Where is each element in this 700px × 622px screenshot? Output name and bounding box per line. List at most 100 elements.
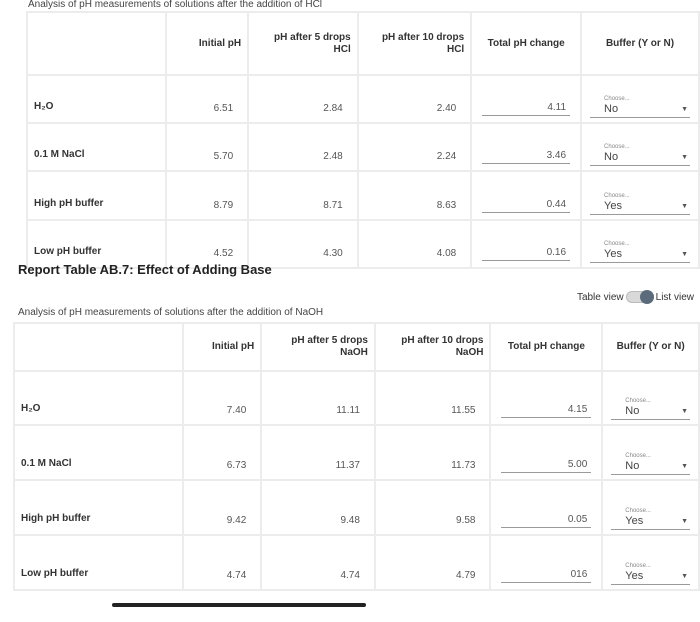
total-ph-change-input[interactable]: 0.44 <box>482 199 571 213</box>
header-buffer: Buffer (Y or N) <box>603 324 698 370</box>
chevron-down-icon: ▼ <box>681 105 688 113</box>
buffer-select-value: Yes <box>625 570 644 582</box>
after-5-value: 9.48 <box>262 481 374 534</box>
after-10-value: 8.63 <box>358 172 471 219</box>
toggle-switch-icon[interactable] <box>625 290 654 304</box>
table2-caption: Analysis of pH measurements of solutions… <box>18 307 324 318</box>
initial-ph-value: 6.73 <box>183 426 261 479</box>
buffer-select[interactable]: No ▼ <box>611 460 690 475</box>
home-indicator <box>112 603 366 607</box>
choose-hint: Choose... <box>625 563 651 569</box>
chevron-down-icon: ▼ <box>681 407 688 415</box>
after-5-value: 8.71 <box>249 172 357 219</box>
buffer-select-value: No <box>604 103 619 115</box>
after-10-value: 2.40 <box>358 76 471 122</box>
solution-label: H₂O <box>28 76 165 122</box>
initial-ph-value: 7.40 <box>183 372 261 424</box>
after-5-value: 2.48 <box>249 124 357 170</box>
total-ph-change-input[interactable]: 4.15 <box>501 404 592 418</box>
view-toggle[interactable]: Table view List view <box>576 290 694 304</box>
total-ph-change-input[interactable]: 0.05 <box>501 514 592 528</box>
after-5-value: 11.11 <box>262 372 374 424</box>
buffer-select[interactable]: No ▼ <box>590 103 690 118</box>
initial-ph-value: 9.42 <box>183 481 261 534</box>
total-ph-change-input[interactable]: 0.16 <box>482 247 571 261</box>
initial-ph-value: 4.74 <box>183 536 261 589</box>
buffer-select-value: No <box>625 460 640 472</box>
buffer-select[interactable]: Yes ▼ <box>590 248 690 263</box>
header-after-10-drops: pH after 10 drops HCl <box>358 13 471 74</box>
naoh-results-table: Initial pH pH after 5 drops NaOH pH after… <box>13 322 700 591</box>
table-row: H₂O 6.51 2.84 2.40 4.11 Choose... No ▼ <box>28 76 698 122</box>
chevron-down-icon: ▼ <box>681 462 688 470</box>
total-ph-change-input[interactable]: 4.11 <box>482 102 571 116</box>
chevron-down-icon: ▼ <box>681 202 688 210</box>
after-10-value: 2.24 <box>358 124 471 170</box>
buffer-select[interactable]: No ▼ <box>611 405 690 420</box>
hcl-results-table: Initial pH pH after 5 drops HCl pH after … <box>26 11 700 269</box>
solution-label: Low pH buffer <box>28 221 165 267</box>
solution-label: High pH buffer <box>28 172 165 219</box>
total-ph-change-input[interactable]: 016 <box>501 569 592 583</box>
initial-ph-value: 6.51 <box>166 76 248 122</box>
header-solution <box>28 13 165 74</box>
initial-ph-value: 8.79 <box>166 172 248 219</box>
header-after-5-drops: pH after 5 drops HCl <box>249 13 357 74</box>
after-10-value: 11.55 <box>375 372 490 424</box>
choose-hint: Choose... <box>604 193 630 199</box>
table-header-row: Initial pH pH after 5 drops HCl pH after … <box>28 13 698 74</box>
total-ph-change-input[interactable]: 5.00 <box>501 459 592 473</box>
after-5-value: 4.74 <box>262 536 374 589</box>
after-10-value: 4.79 <box>375 536 490 589</box>
initial-ph-value: 5.70 <box>166 124 248 170</box>
header-initial-ph: Initial pH <box>166 13 248 74</box>
buffer-select-value: Yes <box>625 515 644 527</box>
header-after-10-drops: pH after 10 drops NaOH <box>375 324 490 370</box>
buffer-select[interactable]: Yes ▼ <box>611 570 690 585</box>
table-row: H₂O 7.40 11.11 11.55 4.15 Choose... No ▼ <box>15 372 698 424</box>
table-row: High pH buffer 8.79 8.71 8.63 0.44 Choos… <box>28 172 698 219</box>
solution-label: Low pH buffer <box>15 536 182 589</box>
buffer-select-value: No <box>625 405 640 417</box>
table-row: Low pH buffer 4.52 4.30 4.08 0.16 Choose… <box>28 221 698 267</box>
header-total-ph-change: Total pH change <box>472 13 581 74</box>
after-10-value: 4.08 <box>358 221 471 267</box>
after-5-value: 2.84 <box>249 76 357 122</box>
after-5-value: 11.37 <box>262 426 374 479</box>
choose-hint: Choose... <box>625 453 651 459</box>
table-row: High pH buffer 9.42 9.48 9.58 0.05 Choos… <box>15 481 698 534</box>
solution-label: High pH buffer <box>15 481 182 534</box>
buffer-select[interactable]: No ▼ <box>590 151 690 166</box>
header-buffer: Buffer (Y or N) <box>582 13 698 74</box>
after-5-value: 4.30 <box>249 221 357 267</box>
table-header-row: Initial pH pH after 5 drops NaOH pH after… <box>15 324 698 370</box>
header-after-5-drops: pH after 5 drops NaOH <box>262 324 374 370</box>
header-initial-ph: Initial pH <box>183 324 261 370</box>
chevron-down-icon: ▼ <box>681 517 688 525</box>
initial-ph-value: 4.52 <box>166 221 248 267</box>
chevron-down-icon: ▼ <box>681 153 688 161</box>
buffer-select[interactable]: Yes ▼ <box>590 200 690 215</box>
table-row: 0.1 M NaCl 6.73 11.37 11.73 5.00 Choose.… <box>15 426 698 479</box>
after-10-value: 9.58 <box>375 481 490 534</box>
total-ph-change-input[interactable]: 3.46 <box>482 150 571 164</box>
choose-hint: Choose... <box>604 96 630 102</box>
choose-hint: Choose... <box>625 398 651 404</box>
solution-label: 0.1 M NaCl <box>15 426 182 479</box>
table-row: Low pH buffer 4.74 4.74 4.79 016 Choose.… <box>15 536 698 589</box>
list-view-label[interactable]: List view <box>655 291 694 303</box>
buffer-select[interactable]: Yes ▼ <box>611 515 690 530</box>
solution-label: 0.1 M NaCl <box>28 124 165 170</box>
chevron-down-icon: ▼ <box>681 572 688 580</box>
after-10-value: 11.73 <box>375 426 490 479</box>
choose-hint: Choose... <box>604 144 630 150</box>
buffer-select-value: Yes <box>604 248 622 260</box>
choose-hint: Choose... <box>625 508 651 514</box>
table-row: 0.1 M NaCl 5.70 2.48 2.24 3.46 Choose...… <box>28 124 698 170</box>
report-table-title: Report Table AB.7: Effect of Adding Base <box>18 262 272 277</box>
table1-caption: Analysis of pH measurements of solutions… <box>28 0 323 10</box>
buffer-select-value: No <box>604 151 619 163</box>
solution-label: H₂O <box>15 372 182 424</box>
header-total-ph-change: Total pH change <box>491 324 602 370</box>
table-view-label[interactable]: Table view <box>576 291 624 303</box>
